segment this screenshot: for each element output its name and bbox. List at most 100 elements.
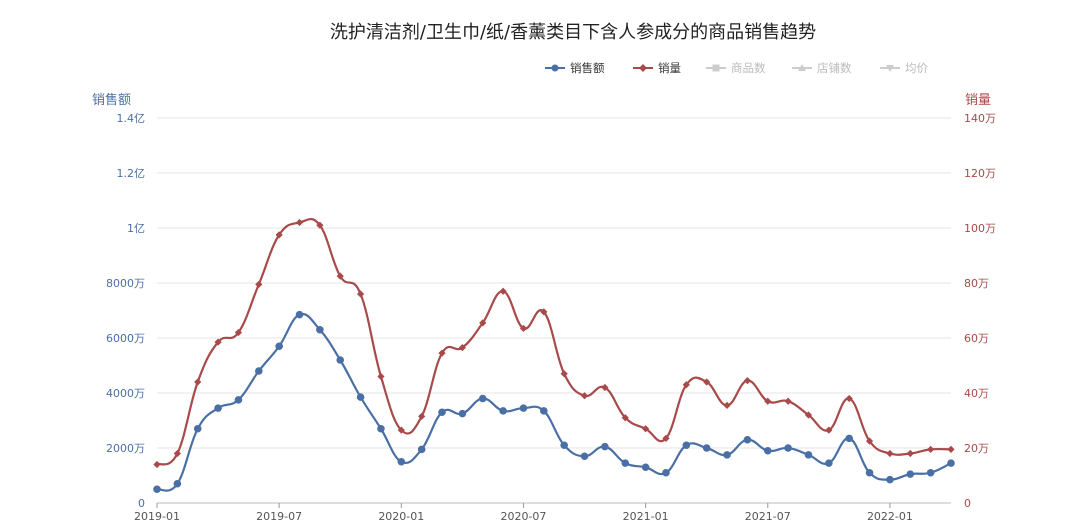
data-point [825,426,833,434]
legend-item-sales_volume[interactable]: 销量 [633,61,681,75]
data-point [499,287,507,295]
data-point [417,445,426,454]
data-point [519,324,528,332]
data-point [682,381,690,389]
data-point [295,218,304,227]
data-point [662,434,670,442]
left-tick-label: 8000万 [106,277,145,290]
legend-label: 店铺数 [817,61,852,75]
data-point [356,393,365,401]
data-point [234,396,243,404]
data-point [255,280,263,288]
x-tick-label: 2022-01 [867,510,913,523]
data-point [845,394,853,403]
data-point [397,426,405,434]
data-point [784,397,792,405]
legend-label: 商品数 [731,61,766,75]
data-point [703,378,711,386]
data-point [641,463,650,472]
data-point [275,342,283,351]
chart-title: 洗护清洁剂/卫生巾/纸/香薰类目下含人参成分的商品销售趋势 [330,22,816,43]
data-point [214,338,222,346]
right-axis-ticks: 0 20万 40万 60万 80万 100万 120万 140万 [964,112,996,510]
legend-label: 销量 [658,61,681,75]
data-point [601,383,609,392]
series-line [156,312,952,492]
data-point [377,424,385,433]
x-tick-label: 2020-01 [378,510,424,523]
legend-marker [712,64,720,72]
data-point [560,370,568,378]
left-tick-label: 2000万 [106,442,145,455]
data-point [234,328,243,337]
right-tick-label: 0 [964,497,971,510]
data-point [275,231,283,239]
data-point [621,459,630,467]
data-point [621,414,629,422]
data-point [906,470,915,478]
data-point [173,479,182,488]
data-point [438,349,446,357]
data-point [662,468,670,477]
data-point [804,411,813,419]
legend-marker [639,64,647,72]
data-point [763,446,772,455]
data-point [295,310,304,319]
x-tick-label: 2019-07 [256,510,302,523]
right-axis-title: 销量 [965,93,991,108]
data-point [601,442,609,451]
data-point [723,401,731,409]
x-axis: 2019-01 2019-07 2020-01 2020-07 2021-01 2021-… [134,503,913,523]
legend-item-product_count[interactable]: 商品数 [706,61,766,75]
legend-item-store_count[interactable]: 店铺数 [792,61,852,75]
legend: 销售额 销量 商品数 店铺数 均价 [545,61,928,75]
data-point [336,356,345,364]
data-point [927,445,935,453]
data-point [377,372,385,381]
data-point [254,367,263,375]
right-tick-label: 100万 [964,222,996,235]
data-point [947,459,955,467]
data-point [519,404,528,412]
left-tick-label: 1亿 [127,222,145,235]
right-tick-label: 120万 [964,167,996,180]
data-point [316,325,324,334]
data-point [214,404,222,412]
left-tick-label: 6000万 [106,332,145,345]
left-tick-label: 0 [138,497,145,510]
data-point [702,444,711,452]
data-point [356,290,365,298]
data-point [825,459,833,467]
data-point [153,460,161,469]
data-point [458,409,467,418]
series-layer [153,218,955,494]
data-point [804,451,813,459]
data-point [642,425,650,433]
data-point [479,319,487,327]
left-axis-title: 销售额 [92,92,131,108]
left-tick-label: 1.4亿 [117,112,146,125]
x-tick-label: 2019-01 [134,510,180,523]
data-point [194,378,202,386]
left-tick-label: 4000万 [106,387,145,400]
data-point [193,424,202,433]
series-sales-amount [153,310,955,494]
x-tick-label: 2021-07 [745,510,791,523]
data-point [418,412,426,420]
data-point [865,468,874,477]
data-point [886,475,894,484]
right-tick-label: 40万 [964,387,989,400]
data-point [153,485,161,494]
legend-item-sales_amount[interactable]: 销售额 [545,61,605,75]
legend-marker [551,64,559,72]
data-point [926,468,935,477]
data-point [316,221,324,229]
legend-label: 均价 [905,61,928,75]
right-tick-label: 60万 [964,332,989,345]
data-point [438,408,446,417]
data-point [499,407,507,415]
data-point [540,407,548,415]
data-point [458,344,466,352]
legend-item-avg_price[interactable]: 均价 [880,61,928,75]
